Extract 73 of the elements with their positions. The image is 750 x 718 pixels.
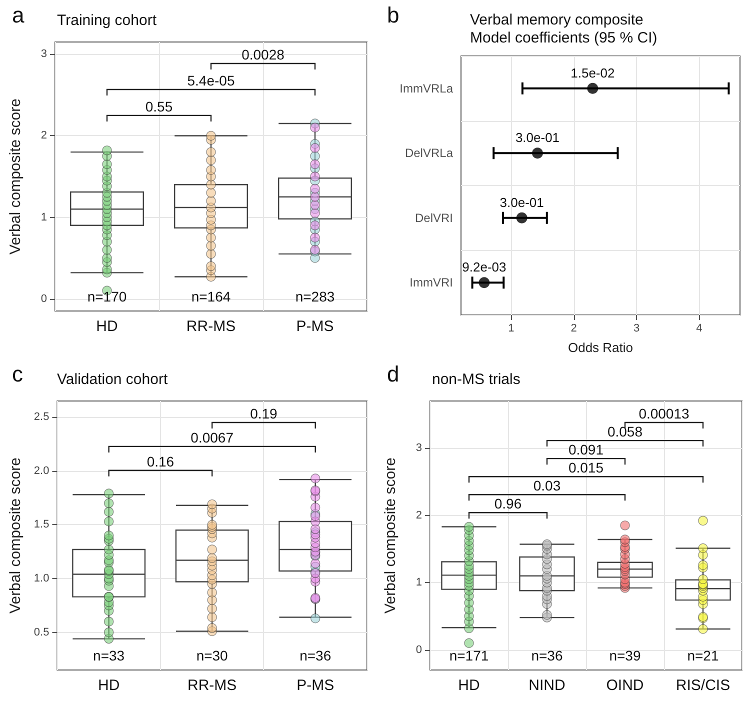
annotation: n=170 [87,288,127,304]
annotation: 0.015 [568,460,604,476]
annotation: n=30 [196,647,228,664]
annotation: 9.2e-03 [462,260,506,275]
y-axis-title: Verbal composite score [382,458,399,614]
point [532,148,543,159]
annotation: 0.0028 [242,46,285,63]
annotation: n=33 [93,647,125,664]
annotation: n=283 [295,288,335,304]
y-tick-label: 1 [40,211,47,224]
annotation: 0.00013 [638,406,690,422]
y-tick-label: DelVRI [414,210,453,225]
y-tick-label: 2 [40,130,47,142]
annotation: 0.16 [146,453,174,470]
x-tick-label: HD [96,318,118,335]
chart-title: Validation cohort [57,371,168,388]
x-tick-label: 2 [570,322,577,334]
annotation: 5.4e-05 [187,72,235,88]
y-tick-label: 0 [40,292,47,305]
x-tick-label: 3 [633,322,640,334]
y-tick-label: 1.0 [34,572,50,585]
y-tick-label: 2.0 [34,464,50,477]
x-tick-label: RIS/CIS [676,677,730,694]
annotation: 0.96 [494,496,522,512]
y-tick-label: ImmVRI [410,276,453,290]
annotation: 0.19 [250,406,278,422]
annotation: n=36 [531,647,563,664]
annotation: 0.091 [568,442,604,458]
chart-title: Training cohort [57,12,158,29]
x-tick-label: 1 [508,322,514,334]
text: c [12,362,23,386]
annotation: 0.0067 [190,429,234,446]
annotation: n=164 [191,288,231,304]
point [478,277,490,288]
annotation: 0.55 [145,98,173,114]
y-tick-label: DelVRLa [404,146,454,160]
annotation: 0.058 [607,424,643,440]
y-axis-title: Verbal composite score [7,458,24,614]
x-tick-label: HD [98,677,120,694]
y-tick-label: 3 [40,48,47,60]
x-tick-label: P-MS [296,318,334,335]
annotation: 0.03 [533,478,561,494]
x-axis-title: Odds Ratio [568,340,634,355]
point [516,212,528,224]
x-tick-label: P-MS [296,677,334,694]
x-tick-label: 4 [696,322,702,334]
y-tick-label: ImmVRLa [400,81,454,96]
text: a [12,2,25,28]
y-tick-label: 1.5 [34,518,50,531]
annotation: n=21 [687,647,719,664]
y-axis-title: Verbal composite score [7,98,24,254]
text: b [387,2,400,28]
annotation: 3.0e-01 [500,194,544,210]
y-tick-label: 1 [416,576,422,589]
x-tick-label: OIND [606,677,644,694]
y-tick-label: 0.5 [34,626,50,638]
chart-title: non-MS trials [432,371,520,388]
y-tick-label: 3 [416,442,422,454]
x-tick-label: RR-MS [186,318,236,335]
y-tick-label: 0 [416,644,422,656]
x-tick-label: RR-MS [188,677,237,694]
y-tick-label: 2 [416,509,422,522]
text: d [387,362,400,386]
chart-title: Verbal memory composite Model coefficients (95 % CI) [470,12,658,46]
annotation: 1.5e-02 [570,65,615,80]
annotation: 3.0e-01 [515,130,560,146]
annotation: n=171 [449,647,489,664]
point [587,82,598,94]
x-tick-label: NIND [528,677,566,694]
annotation: n=36 [300,647,332,664]
annotation: n=39 [609,647,641,664]
x-tick-label: HD [458,677,480,694]
y-tick-label: 2.5 [34,411,50,424]
